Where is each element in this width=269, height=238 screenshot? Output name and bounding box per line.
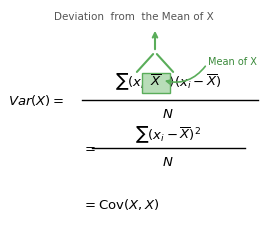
Text: $=\mathrm{Cov}(X,X)$: $=\mathrm{Cov}(X,X)$ <box>82 198 160 213</box>
Text: $=$: $=$ <box>82 142 96 154</box>
Text: $\sum(x_i-\overline{X})(x_i-\overline{X})$: $\sum(x_i-\overline{X})(x_i-\overline{X}… <box>115 72 221 92</box>
Text: $N$: $N$ <box>162 109 174 122</box>
Text: $\mathit{Var}(X)=$: $\mathit{Var}(X)=$ <box>8 93 64 108</box>
Text: $\sum(x_i-\overline{X})^2$: $\sum(x_i-\overline{X})^2$ <box>135 125 201 145</box>
Text: Deviation  from  the Mean of X: Deviation from the Mean of X <box>54 12 214 22</box>
Text: $\overline{X}$: $\overline{X}$ <box>150 74 162 90</box>
Text: Mean of X: Mean of X <box>208 57 257 67</box>
Text: $N$: $N$ <box>162 157 174 169</box>
FancyBboxPatch shape <box>142 73 170 93</box>
